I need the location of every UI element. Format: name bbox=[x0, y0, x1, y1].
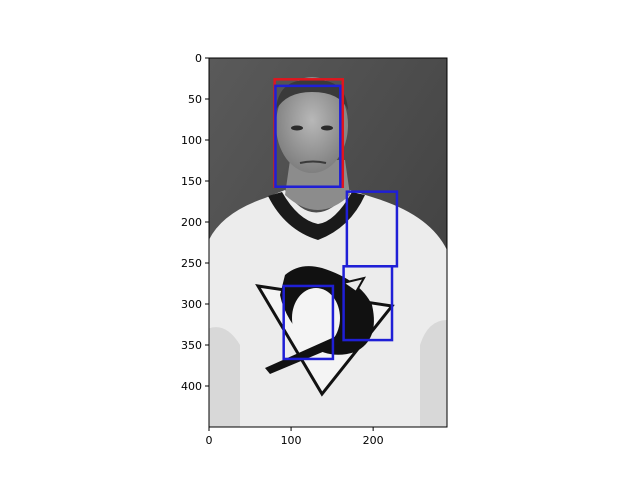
y-tick-label: 400 bbox=[181, 380, 202, 393]
blue-box-logo-right bbox=[342, 265, 394, 342]
detection-boxes bbox=[273, 78, 399, 361]
x-tick-label: 0 bbox=[206, 434, 213, 447]
axes-frame bbox=[208, 57, 448, 428]
y-tick-label: 50 bbox=[188, 93, 202, 106]
y-tick-label: 0 bbox=[195, 52, 202, 65]
y-tick-label: 350 bbox=[181, 339, 202, 352]
collar-shape bbox=[268, 192, 365, 240]
y-tick-label: 300 bbox=[181, 298, 202, 311]
blue-box-logo-center bbox=[282, 284, 335, 361]
y-tick-label: 200 bbox=[181, 216, 202, 229]
head-shape bbox=[276, 77, 348, 173]
y-tick-label: 150 bbox=[181, 175, 202, 188]
x-tick-label: 200 bbox=[363, 434, 384, 447]
y-tick-label: 100 bbox=[181, 134, 202, 147]
x-tick-label: 100 bbox=[281, 434, 302, 447]
photo bbox=[209, 58, 447, 427]
y-tick-label: 250 bbox=[181, 257, 202, 270]
blue-face-box bbox=[274, 84, 342, 188]
axis-ticks: 0 100 200 0 50 100 150 200 250 300 350 400 bbox=[181, 52, 384, 447]
